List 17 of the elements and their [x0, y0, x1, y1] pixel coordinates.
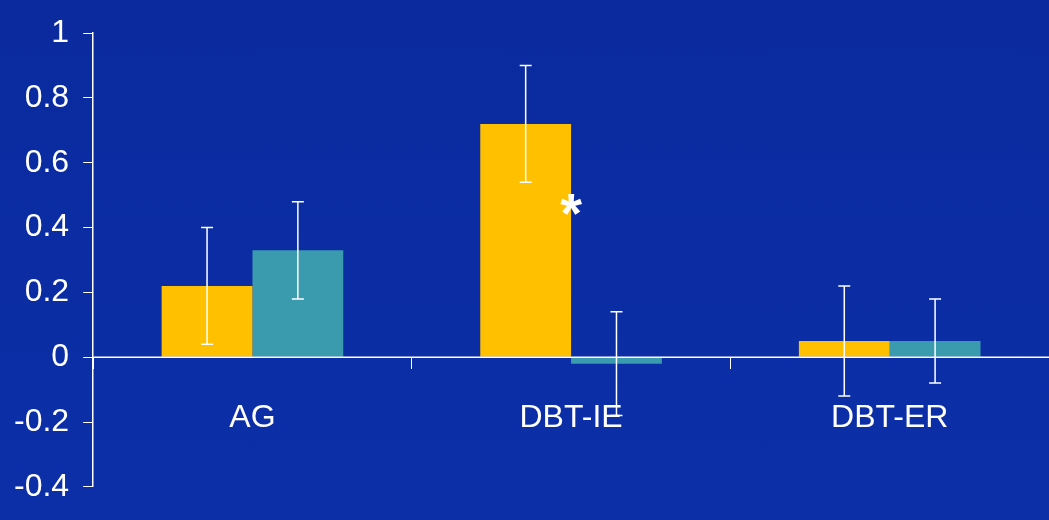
bar [571, 357, 662, 364]
y-tick-label: 0 [51, 337, 70, 374]
bar [798, 341, 890, 357]
x-tick-label: AG [229, 398, 276, 435]
bar [161, 285, 253, 357]
x-tick-label: DBT-ER [831, 398, 949, 435]
bar [889, 341, 981, 357]
y-tick-label: -0.2 [14, 401, 70, 438]
y-tick-label: 1 [51, 13, 70, 50]
x-tick-label: DBT-IE [519, 398, 623, 435]
annotation: * [560, 181, 583, 245]
y-tick-label: -0.4 [14, 466, 70, 503]
y-tick-label: 0.2 [24, 272, 70, 309]
y-tick-label: 0.8 [24, 77, 70, 114]
bar [252, 250, 344, 357]
y-tick-label: 0.4 [24, 207, 70, 244]
y-tick-label: 0.6 [24, 142, 70, 179]
